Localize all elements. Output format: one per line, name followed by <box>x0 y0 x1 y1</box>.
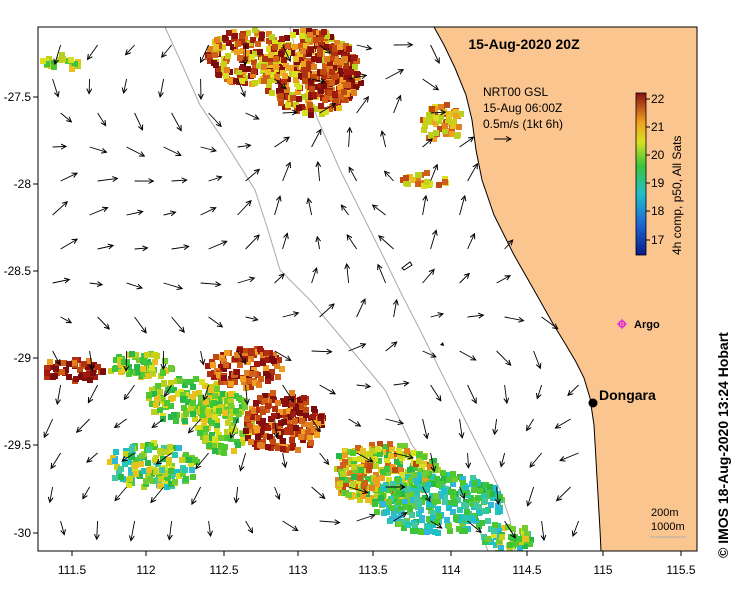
argo-label: Argo <box>634 319 660 331</box>
contour-200m <box>289 27 516 551</box>
annotation-line-3: 0.5m/s (1kt 6h) <box>483 117 563 131</box>
y-tick-label: -27.5 <box>4 90 32 104</box>
colorbar-tick-label: 18 <box>651 204 665 218</box>
y-tick-label: -30 <box>14 526 32 540</box>
colorbar-gradient <box>635 92 647 256</box>
x-tick-label: 114 <box>441 563 460 577</box>
x-tick-label: 115.5 <box>666 563 695 577</box>
dongara-label: Dongara <box>599 387 656 403</box>
y-tick-label: -28.5 <box>4 264 32 278</box>
x-tick-label: 115 <box>593 563 612 577</box>
y-tick-label: -29 <box>14 351 32 365</box>
land-mass <box>434 27 697 551</box>
annotation-line-1: NRT00 GSL <box>483 85 548 99</box>
colorbar-tick-label: 21 <box>651 120 665 134</box>
colorbar-tick-label: 17 <box>651 233 665 247</box>
x-tick-label: 113.5 <box>358 563 387 577</box>
island <box>440 342 444 346</box>
colorbar-tick-label: 22 <box>651 92 665 106</box>
colorbar-label: 4h comp, p50, All Sats <box>670 136 684 255</box>
colorbar-tick-label: 19 <box>651 176 665 190</box>
current-vectors <box>44 45 580 541</box>
contour-label-1000m: 1000m <box>651 521 685 533</box>
y-axis: -27.5 -28 -28.5 -29 -29.5 -30 <box>4 90 38 540</box>
x-tick-label: 112.5 <box>209 563 238 577</box>
sst-patches <box>40 27 534 551</box>
x-axis: 111.5 112 112.5 113 113.5 114 114.5 115 115.5 <box>58 551 696 577</box>
argo-marker <box>617 319 627 329</box>
annotation-line-2: 15-Aug 06:00Z <box>483 101 562 115</box>
y-tick-label: -29.5 <box>4 438 32 452</box>
x-tick-label: 114.5 <box>512 563 541 577</box>
credit-text: © IMOS 18-Aug-2020 13:24 Hobart <box>715 332 731 558</box>
x-tick-label: 112 <box>136 563 155 577</box>
x-tick-label: 113 <box>288 563 307 577</box>
timestamp-title: 15-Aug-2020 20Z <box>468 36 580 52</box>
plot-area <box>38 27 697 551</box>
y-tick-label: -28 <box>14 177 32 191</box>
island <box>401 261 413 271</box>
contour-label-200m: 200m <box>651 507 679 519</box>
colorbar-tick-label: 20 <box>651 148 665 162</box>
coastline <box>433 27 602 551</box>
colorbar: 22 21 20 19 18 17 4h comp, p50, All Sats <box>635 92 684 256</box>
plot-frame <box>37 26 698 552</box>
x-tick-label: 111.5 <box>58 563 87 577</box>
dongara-marker <box>588 398 598 408</box>
